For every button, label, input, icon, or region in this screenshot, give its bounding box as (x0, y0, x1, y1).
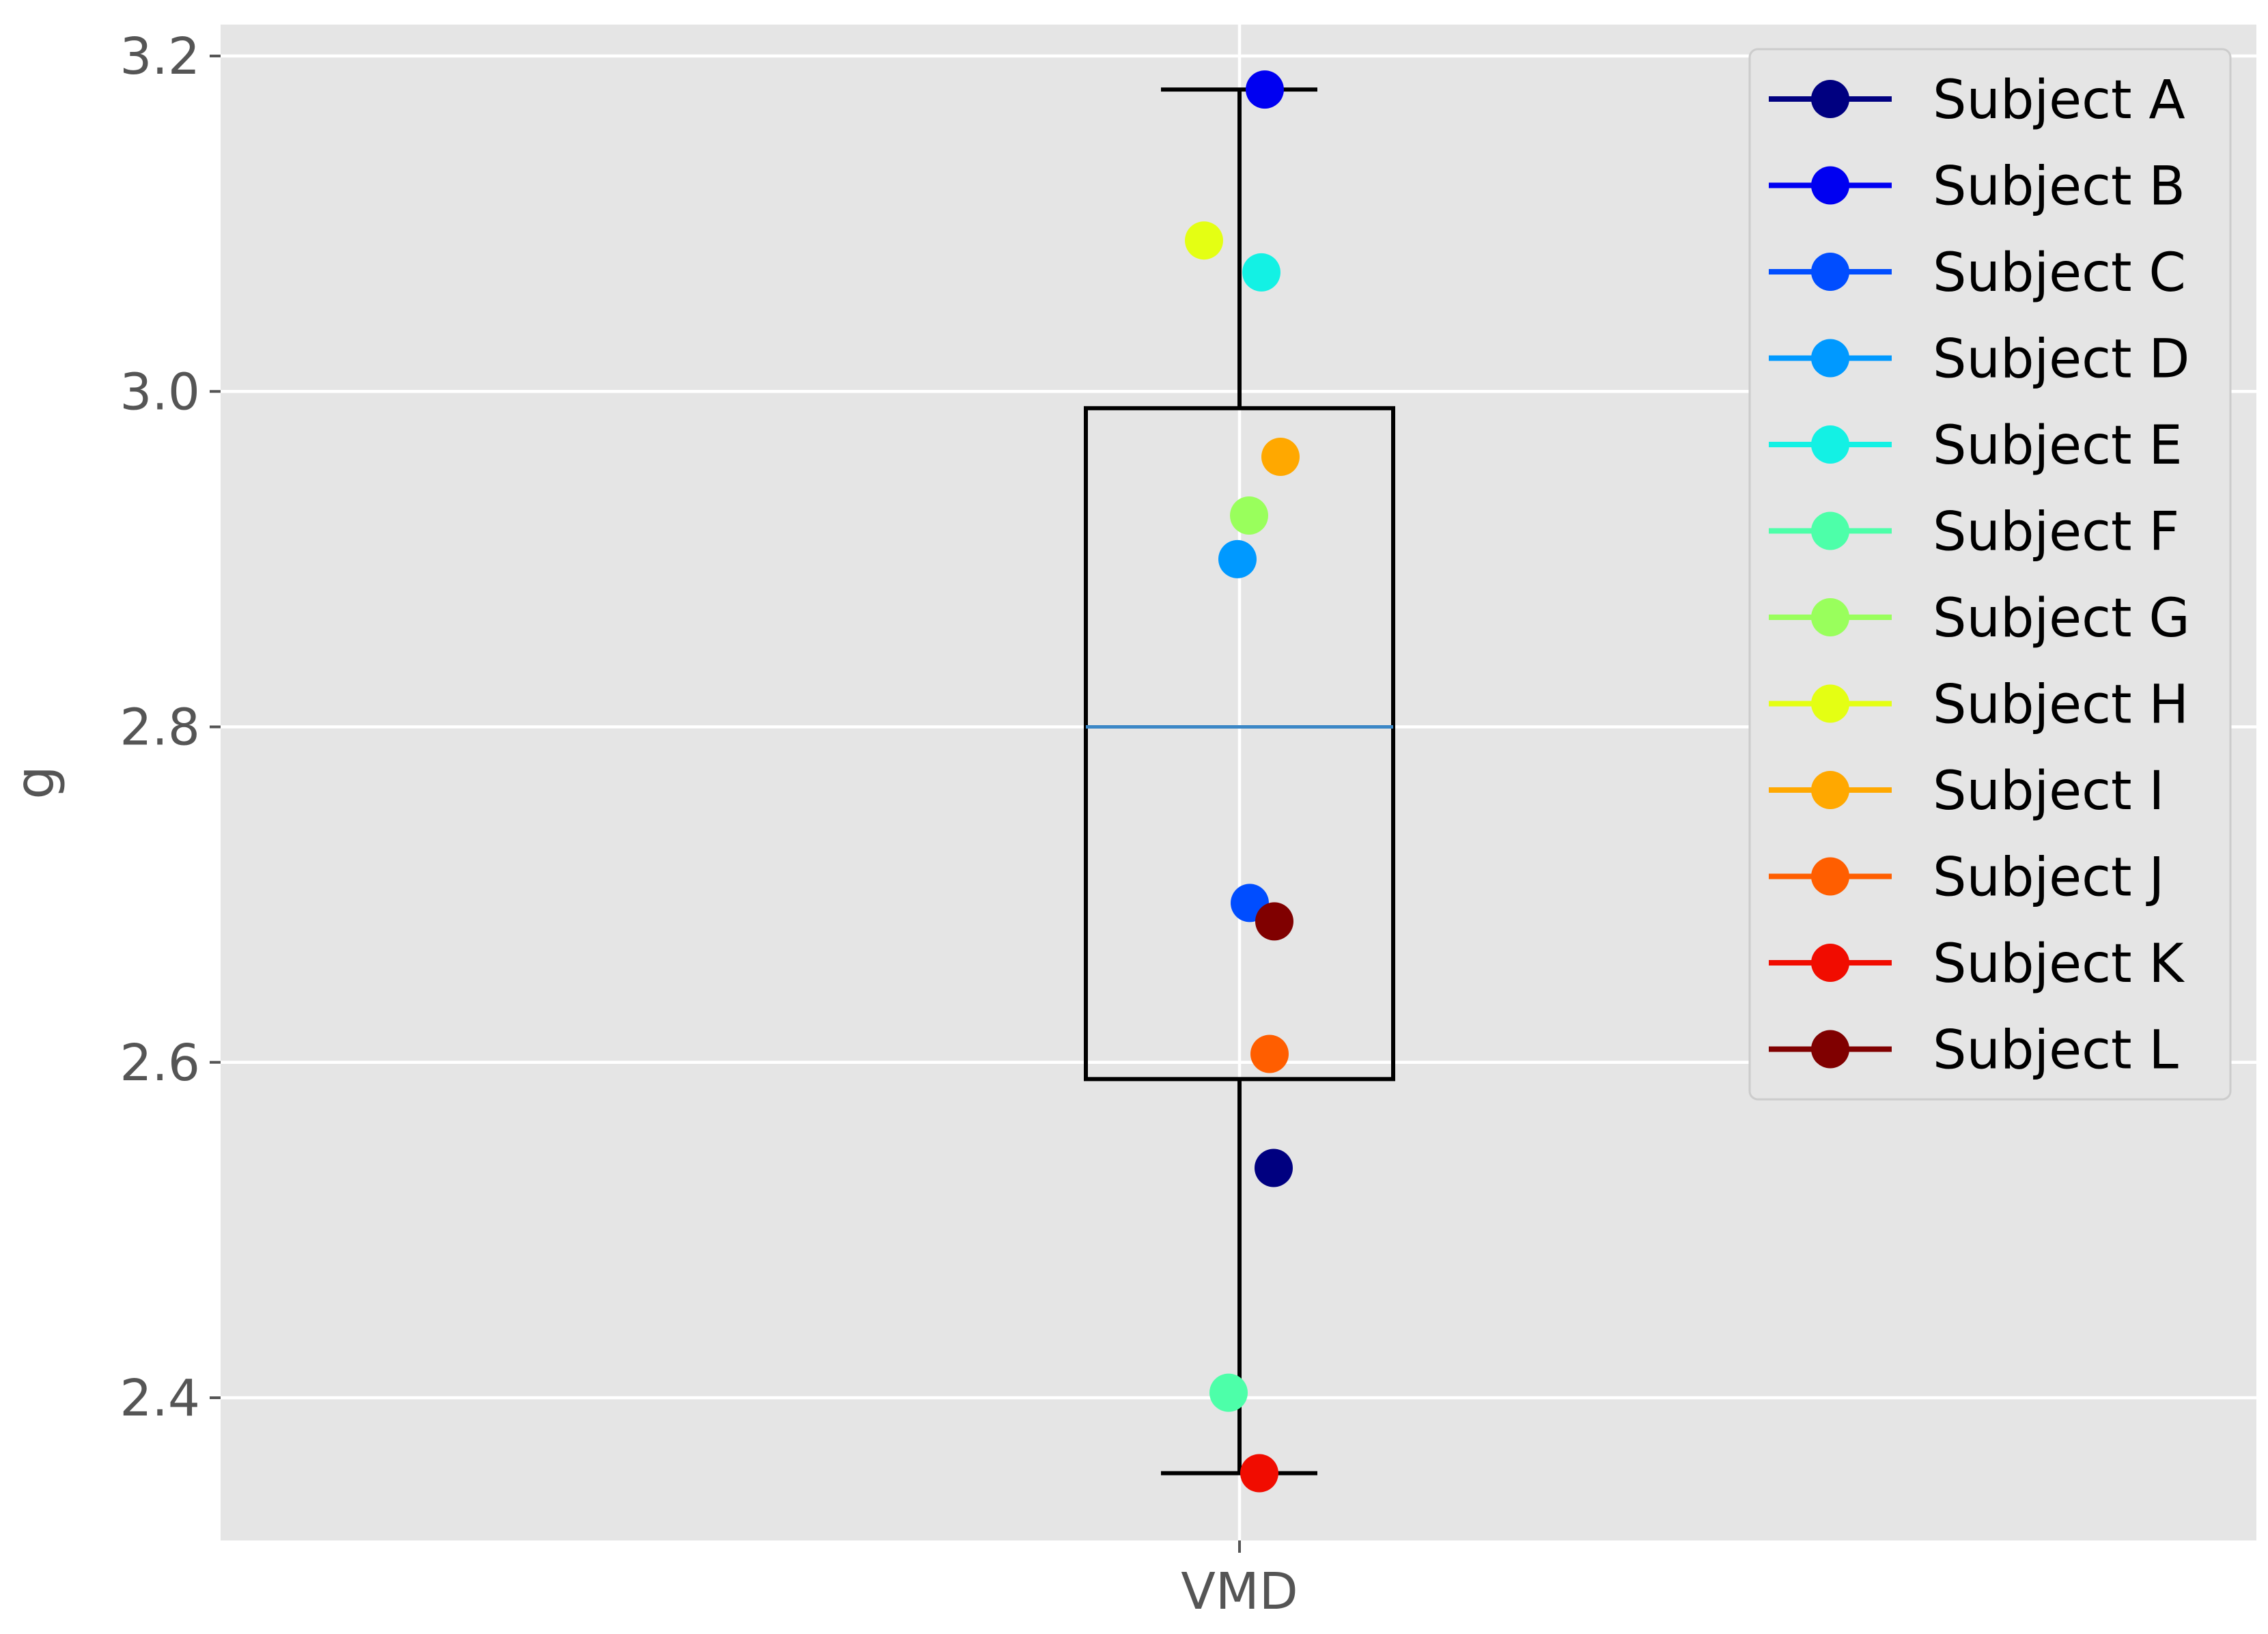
legend-label: Subject D (1933, 329, 2189, 391)
legend-frame (1748, 48, 2232, 1101)
data-point (1250, 1034, 1289, 1073)
subject-points (1185, 70, 1300, 1493)
legend-label: Subject F (1933, 502, 2179, 563)
legend-label: Subject B (1933, 156, 2185, 218)
legend-label: Subject K (1933, 933, 2185, 995)
iqr-box (1084, 406, 1395, 1082)
data-point (1209, 1373, 1248, 1412)
data-point (1230, 496, 1268, 535)
data-point (1185, 221, 1223, 260)
legend-marker (1811, 166, 1849, 205)
data-point (1261, 438, 1300, 477)
legend-marker (1811, 253, 1849, 291)
x-tick-label: VMD (1181, 1562, 1298, 1621)
data-point (1242, 253, 1280, 292)
y-tick-label: 3.0 (120, 363, 200, 421)
data-point (1255, 1149, 1293, 1187)
legend-label: Subject A (1933, 70, 2185, 131)
data-point (1218, 539, 1257, 578)
legend: Subject A Subject B Subject C Subject D Subj… (1748, 48, 2232, 1101)
data-point (1255, 902, 1293, 941)
legend-marker (1811, 944, 1849, 982)
legend-marker (1811, 511, 1849, 550)
legend-label: Subject I (1933, 761, 2164, 822)
data-point (1240, 1454, 1278, 1493)
legend-label: Subject H (1933, 675, 2189, 736)
x-axis-ticks: VMD (1181, 1540, 1298, 1621)
legend-marker (1811, 425, 1849, 464)
legend-label: Subject G (1933, 588, 2190, 649)
y-tick-label: 2.6 (120, 1034, 200, 1093)
y-tick-label: 2.8 (120, 699, 200, 757)
legend-label: Subject C (1933, 242, 2186, 304)
y-axis-ticks: 2.4 2.6 2.8 3.0 3.2 (120, 27, 221, 1428)
y-axis-label: g (5, 765, 66, 800)
data-point (1246, 70, 1284, 109)
legend-marker (1811, 339, 1849, 378)
legend-marker (1811, 1030, 1849, 1069)
legend-label: Subject J (1933, 847, 2164, 909)
legend-marker (1811, 598, 1849, 636)
legend-marker (1811, 80, 1849, 118)
legend-marker (1811, 684, 1849, 723)
legend-marker (1811, 771, 1849, 809)
legend-marker (1811, 857, 1849, 896)
y-tick-label: 2.4 (120, 1369, 200, 1428)
legend-label: Subject L (1933, 1020, 2179, 1082)
legend-label: Subject E (1933, 415, 2183, 477)
y-tick-label: 3.2 (120, 27, 200, 86)
box-and-whiskers (1084, 87, 1395, 1476)
